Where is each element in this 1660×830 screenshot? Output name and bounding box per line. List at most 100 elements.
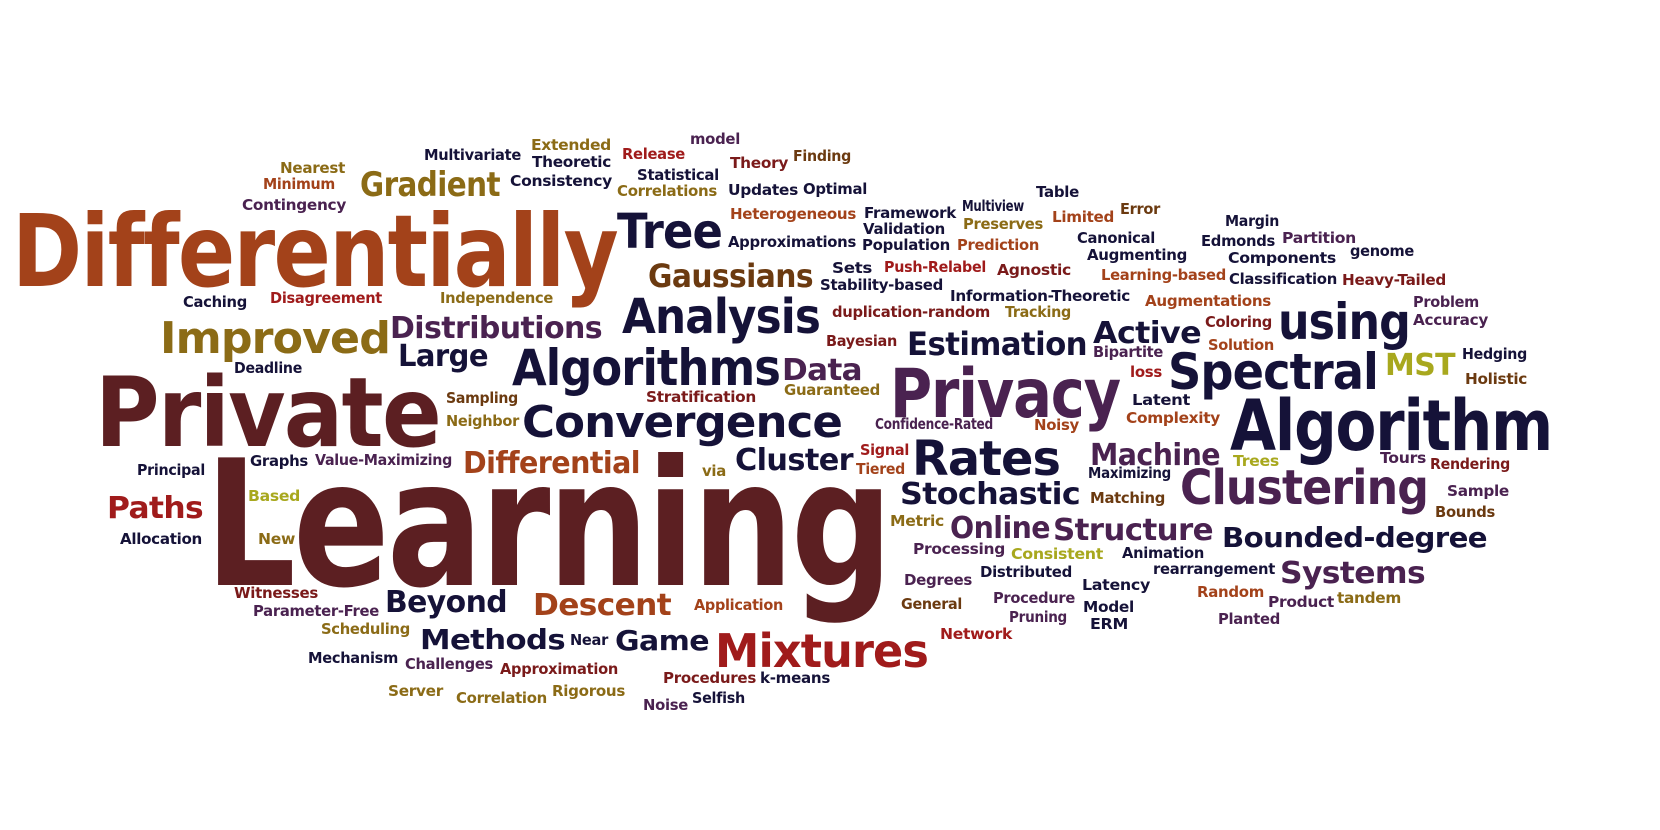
- word-deadline: Deadline: [234, 359, 302, 377]
- word-gradient: Gradient: [360, 164, 501, 205]
- word-sampling: Sampling: [446, 389, 518, 407]
- word-near: Near: [570, 631, 608, 649]
- word-differential: Differential: [463, 446, 641, 481]
- word-rendering: Rendering: [1430, 455, 1510, 473]
- word-agnostic: Agnostic: [997, 261, 1071, 279]
- word-erm: ERM: [1090, 615, 1128, 633]
- word-tree: Tree: [617, 203, 723, 260]
- word-updates: Updates: [728, 181, 798, 199]
- word-value-maximizing: Value-Maximizing: [315, 451, 452, 469]
- word-holistic: Holistic: [1465, 370, 1527, 388]
- word-principal: Principal: [137, 461, 205, 479]
- word-latency: Latency: [1082, 576, 1150, 594]
- word-game: Game: [615, 623, 710, 657]
- word-coloring: Coloring: [1205, 313, 1272, 331]
- word-preserves: Preserves: [963, 215, 1043, 233]
- word-clustering: Clustering: [1180, 459, 1429, 516]
- word-tiered: Tiered: [856, 460, 905, 478]
- word-multiview: Multiview: [962, 197, 1024, 215]
- word-procedures: Procedures: [663, 669, 756, 687]
- word-classification: Classification: [1229, 270, 1337, 288]
- word-components: Components: [1228, 249, 1336, 267]
- word-canonical: Canonical: [1077, 229, 1155, 247]
- word-rigorous: Rigorous: [552, 682, 625, 700]
- word-using: using: [1278, 293, 1411, 351]
- word-learning-based: Learning-based: [1101, 266, 1226, 284]
- word-structure: Structure: [1053, 513, 1214, 548]
- word-push-relabel: Push-Relabel: [884, 258, 986, 276]
- word-prediction: Prediction: [957, 236, 1039, 254]
- word-bipartite: Bipartite: [1093, 343, 1163, 361]
- word-rearrangement: rearrangement: [1153, 560, 1275, 578]
- word-approximations: Approximations: [728, 233, 856, 251]
- word-product: Product: [1268, 593, 1334, 611]
- word-table: Table: [1036, 183, 1079, 201]
- word-bayesian: Bayesian: [826, 332, 897, 350]
- word-rates: Rates: [912, 430, 1061, 487]
- word-validation: Validation: [863, 220, 945, 238]
- word-stability-based: Stability-based: [820, 276, 943, 294]
- word-tracking: Tracking: [1005, 303, 1071, 321]
- word-duplication-random: duplication-random: [832, 303, 990, 321]
- word-sets: Sets: [832, 259, 872, 277]
- word-confidence-rated: Confidence-Rated: [875, 415, 993, 433]
- word-solution: Solution: [1208, 336, 1274, 354]
- word-genome: genome: [1350, 242, 1414, 260]
- word-noisy: Noisy: [1034, 416, 1079, 434]
- word-caching: Caching: [183, 293, 247, 311]
- word-privacy: Privacy: [890, 354, 1121, 434]
- word-accuracy: Accuracy: [1413, 311, 1488, 329]
- word-hedging: Hedging: [1462, 345, 1527, 363]
- word-stochastic: Stochastic: [900, 477, 1081, 512]
- word-network: Network: [940, 625, 1012, 643]
- word-new: New: [258, 530, 295, 548]
- word-bounds: Bounds: [1435, 503, 1495, 521]
- word-multivariate: Multivariate: [424, 146, 521, 164]
- word-error: Error: [1120, 200, 1160, 218]
- word-allocation: Allocation: [120, 530, 202, 548]
- word-trees: Trees: [1233, 452, 1279, 470]
- word-minimum: Minimum: [263, 175, 335, 193]
- word-correlations: Correlations: [617, 182, 717, 200]
- word-spectral: Spectral: [1168, 343, 1379, 401]
- word-improved: Improved: [160, 312, 391, 364]
- word-mixtures: Mixtures: [715, 624, 929, 679]
- word-nearest: Nearest: [280, 159, 345, 177]
- word-sample: Sample: [1447, 482, 1509, 500]
- word-model: model: [690, 130, 740, 148]
- word-maximizing: Maximizing: [1088, 464, 1171, 482]
- word-framework: Framework: [864, 204, 956, 222]
- word-processing: Processing: [913, 540, 1005, 558]
- word-general: General: [901, 595, 962, 613]
- word-consistent: Consistent: [1011, 545, 1103, 563]
- word-estimation: Estimation: [907, 325, 1088, 364]
- word-model: Model: [1083, 598, 1134, 616]
- word-degrees: Degrees: [904, 571, 972, 589]
- word-theoretic: Theoretic: [532, 153, 611, 171]
- word-consistency: Consistency: [510, 172, 612, 190]
- word-matching: Matching: [1090, 489, 1165, 507]
- word-tours: Tours: [1380, 449, 1426, 467]
- word-algorithm: Algorithm: [1230, 385, 1553, 467]
- word-limited: Limited: [1052, 208, 1114, 226]
- word-application: Application: [694, 596, 783, 614]
- word-noise: Noise: [643, 696, 688, 714]
- word-margin: Margin: [1225, 212, 1279, 230]
- word-bounded-degree: Bounded-degree: [1222, 520, 1488, 554]
- word-extended: Extended: [531, 136, 611, 154]
- word-complexity: Complexity: [1126, 409, 1220, 427]
- word-large: Large: [398, 339, 489, 374]
- word-independence: Independence: [440, 289, 553, 307]
- word-algorithms: Algorithms: [512, 339, 781, 397]
- word-finding: Finding: [793, 147, 851, 165]
- word-convergence: Convergence: [522, 396, 843, 448]
- word-release: Release: [622, 145, 685, 163]
- word-selfish: Selfish: [692, 689, 745, 707]
- word-approximation: Approximation: [500, 660, 618, 678]
- word-correlation: Correlation: [456, 689, 547, 707]
- word-mechanism: Mechanism: [308, 649, 398, 667]
- word-animation: Animation: [1122, 544, 1204, 562]
- word-information-theoretic: Information-Theoretic: [950, 287, 1130, 305]
- word-heavy-tailed: Heavy-Tailed: [1342, 271, 1446, 289]
- word-problem: Problem: [1413, 293, 1479, 311]
